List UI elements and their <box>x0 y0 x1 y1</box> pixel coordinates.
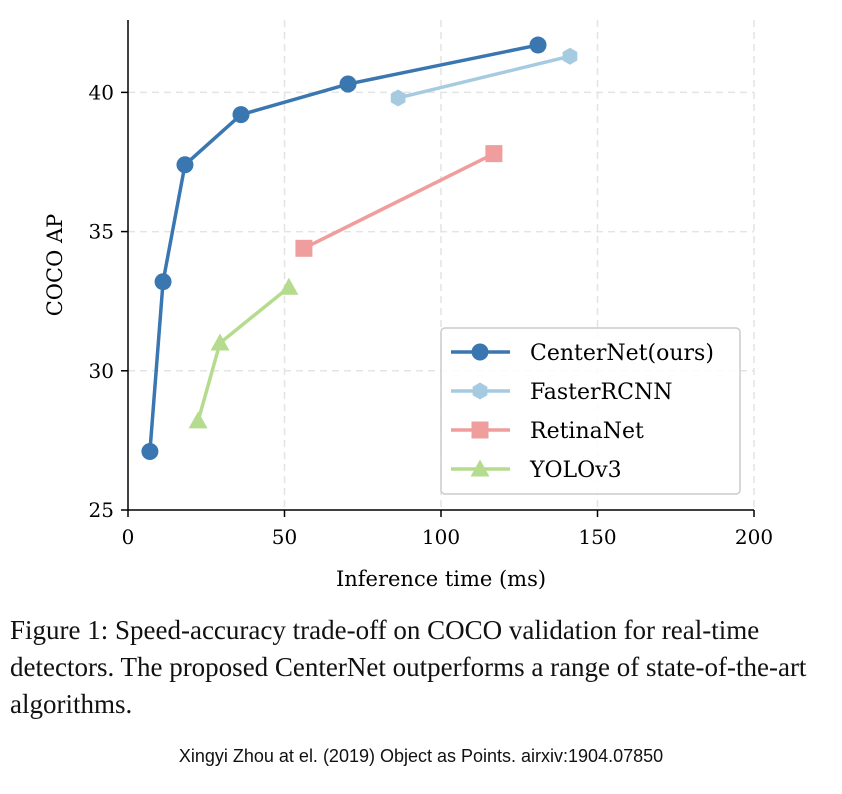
source-credit: Xingyi Zhou at el. (2019) Object as Poin… <box>178 746 664 766</box>
data-point <box>390 89 406 107</box>
legend-label: CenterNet(ours) <box>530 341 714 366</box>
series-line <box>148 43 539 452</box>
data-point <box>232 106 250 124</box>
x-tick-label: 0 <box>122 525 135 549</box>
data-point <box>141 443 159 461</box>
series-yolov3 <box>188 277 299 429</box>
legend-label: RetinaNet <box>530 419 644 444</box>
legend-label: YOLOv3 <box>529 458 622 483</box>
legend-marker <box>472 382 488 400</box>
y-tick-label: 25 <box>89 498 114 522</box>
data-point <box>529 36 547 54</box>
series-retinanet <box>295 145 503 257</box>
x-tick-label: 50 <box>272 525 297 549</box>
legend-box <box>440 327 741 495</box>
y-axis-label: COCO AP <box>43 214 67 317</box>
x-axis-label: Inference time (ms) <box>336 567 546 591</box>
series-line <box>397 54 571 100</box>
x-tick-label: 150 <box>578 525 616 549</box>
data-point <box>485 145 503 163</box>
y-tick-label: 35 <box>89 220 114 244</box>
x-tick-label: 100 <box>422 525 460 549</box>
legend-marker <box>471 343 489 361</box>
series-line <box>303 152 495 250</box>
series-line <box>196 285 290 422</box>
data-point <box>176 156 194 174</box>
figure-caption: Figure 1: Speed-accuracy trade-off on CO… <box>10 615 807 719</box>
data-point <box>154 273 172 291</box>
y-tick-label: 40 <box>89 80 114 104</box>
data-point <box>295 239 313 257</box>
legend-label: FasterRCNN <box>530 380 672 405</box>
data-point <box>279 277 299 295</box>
legend-marker <box>470 459 490 477</box>
y-tick-label: 30 <box>89 359 114 383</box>
x-tick-label: 200 <box>735 525 773 549</box>
legend-marker <box>471 421 489 439</box>
data-point <box>339 75 357 93</box>
data-point <box>562 47 578 65</box>
series-fasterrcnn <box>390 47 578 107</box>
series-centernet-ours- <box>141 36 547 461</box>
data-point <box>210 333 230 351</box>
data-point <box>188 411 208 429</box>
speed-accuracy-chart: 0 50 100 150 200 25 30 35 40 CenterNet(ours) Fast… <box>43 20 773 591</box>
